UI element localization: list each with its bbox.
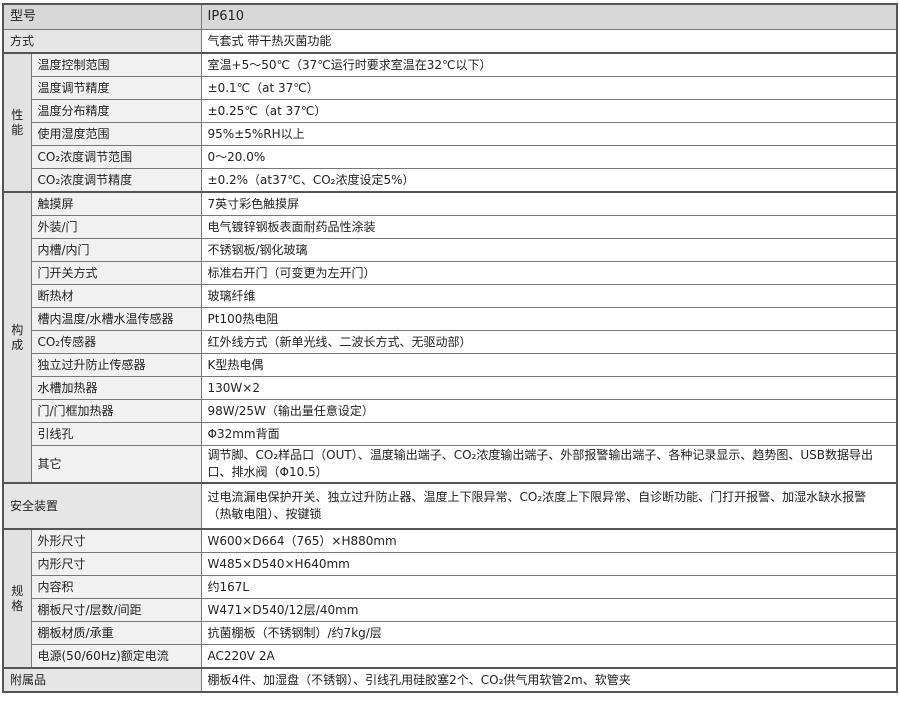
table-row: 水槽加热器 130W×2: [3, 376, 898, 400]
row-label: 门开关方式: [30, 261, 202, 285]
table-row: 电源(50/60Hz)额定电流 AC220V 2A: [3, 644, 898, 669]
row-label: 棚板尺寸/层数/间距: [30, 598, 202, 622]
row-label: CO₂浓度调节精度: [30, 168, 202, 193]
row-label: 触摸屏: [30, 191, 202, 216]
row-value: 标准右开门（可变更为左开门）: [200, 261, 898, 285]
row-label: CO₂传感器: [30, 330, 202, 354]
row-value: W471×D540/12层/40mm: [200, 598, 898, 622]
row-value: W600×D664（765）×H880mm: [200, 528, 898, 553]
table-row: 温度分布精度 ±0.25℃（at 37℃）: [3, 99, 898, 123]
row-label: 独立过升防止传感器: [30, 353, 202, 377]
table-row: 温度调节精度 ±0.1℃（at 37℃）: [3, 76, 898, 100]
row-label: 其它: [30, 445, 202, 484]
row-label: 内容积: [30, 575, 202, 599]
row-label: 电源(50/60Hz)额定电流: [30, 644, 202, 669]
spec-table: 型号 IP610 方式 气套式 带干热灭菌功能性能温度控制范围 室温+5～50℃（37℃…: [2, 3, 898, 693]
row-label: 内形尺寸: [30, 552, 202, 576]
table-row: 内容积 约167L: [3, 575, 898, 599]
table-row: 安全装置 过电流漏电保护开关、独立过升防止器、温度上下限异常、CO₂浓度上下限异常…: [2, 482, 898, 530]
row-label: 内槽/内门: [30, 238, 202, 262]
row-value: 约167L: [200, 575, 898, 599]
table-row: 使用湿度范围 95%±5%RH以上: [3, 122, 898, 146]
row-value: Pt100热电阻: [200, 307, 898, 331]
row-label: 外装/门: [30, 215, 202, 239]
row-value: 不锈钢板/钢化玻璃: [200, 238, 898, 262]
table-row: 门/门框加热器 98W/25W（输出量任意设定）: [3, 399, 898, 423]
table-row: 型号 IP610: [2, 3, 898, 30]
table-row: 棚板材质/承重 抗菌棚板（不锈钢制）/约7kg/层: [3, 621, 898, 645]
row-label: 断热材: [30, 284, 202, 308]
row-value: AC220V 2A: [200, 644, 898, 669]
table-row: CO₂传感器 红外线方式（新单光线、二波长方式、无驱动部）: [3, 330, 898, 354]
row-label: 使用湿度范围: [30, 122, 202, 146]
row-value: 95%±5%RH以上: [200, 122, 898, 146]
row-label: 水槽加热器: [30, 376, 202, 400]
row-label: 温度控制范围: [30, 52, 202, 77]
row-value: ±0.1℃（at 37℃）: [200, 76, 898, 100]
construction-category: 构成: [2, 191, 32, 484]
specs-category: 规格: [2, 528, 32, 669]
row-value: 7英寸彩色触摸屏: [200, 191, 898, 216]
table-row: 断热材 玻璃纤维: [3, 284, 898, 308]
table-row: 构成触摸屏 7英寸彩色触摸屏: [2, 191, 898, 484]
row-value: 98W/25W（输出量任意设定）: [200, 399, 898, 423]
safety-label: 安全装置: [2, 482, 202, 530]
table-row: 内形尺寸 W485×D540×H640mm: [3, 552, 898, 576]
row-label: 棚板材质/承重: [30, 621, 202, 645]
table-row: 性能温度控制范围 室温+5～50℃（37℃运行时要求室温在32℃以下）: [2, 52, 898, 193]
row-value: ±0.25℃（at 37℃）: [200, 99, 898, 123]
row-value: ±0.2%（at37℃、CO₂浓度设定5%）: [200, 168, 898, 193]
table-row: 外装/门 电气镀锌钢板表面耐药品性涂装: [3, 215, 898, 239]
table-row: 独立过升防止传感器 K型热电偶: [3, 353, 898, 377]
row-value: 玻璃纤维: [200, 284, 898, 308]
performance-category: 性能: [2, 52, 32, 193]
table-row: 棚板尺寸/层数/间距 W471×D540/12层/40mm: [3, 598, 898, 622]
model-label: 型号: [2, 3, 202, 30]
table-row: 其它 调节脚、CO₂样品口（OUT）、温度输出端子、CO₂浓度输出端子、外部报警输…: [3, 445, 898, 484]
row-value: Φ32mm背面: [200, 422, 898, 446]
row-label: 温度分布精度: [30, 99, 202, 123]
model-value: IP610: [200, 3, 898, 30]
table-row: 方式 气套式 带干热灭菌功能: [2, 29, 898, 54]
row-value: 室温+5～50℃（37℃运行时要求室温在32℃以下）: [200, 52, 898, 77]
row-label: 温度调节精度: [30, 76, 202, 100]
method-label: 方式: [2, 29, 202, 54]
accessories-value: 棚板4件、加湿盘（不锈钢）、引线孔用硅胶塞2个、CO₂供气用软管2m、软管夹: [200, 667, 898, 693]
row-value: K型热电偶: [200, 353, 898, 377]
row-label: 槽内温度/水槽水温传感器: [30, 307, 202, 331]
table-row: 附属品 棚板4件、加湿盘（不锈钢）、引线孔用硅胶塞2个、CO₂供气用软管2m、软管…: [2, 667, 898, 693]
row-value: 0～20.0%: [200, 145, 898, 169]
row-value: 调节脚、CO₂样品口（OUT）、温度输出端子、CO₂浓度输出端子、外部报警输出端…: [200, 445, 898, 484]
row-label: 门/门框加热器: [30, 399, 202, 423]
row-label: 引线孔: [30, 422, 202, 446]
accessories-label: 附属品: [2, 667, 202, 693]
table-row: 门开关方式 标准右开门（可变更为左开门）: [3, 261, 898, 285]
safety-value: 过电流漏电保护开关、独立过升防止器、温度上下限异常、CO₂浓度上下限异常、自诊断…: [200, 482, 898, 530]
table-row: 槽内温度/水槽水温传感器 Pt100热电阻: [3, 307, 898, 331]
row-value: 130W×2: [200, 376, 898, 400]
table-row: 规格外形尺寸 W600×D664（765）×H880mm: [2, 528, 898, 669]
row-value: W485×D540×H640mm: [200, 552, 898, 576]
row-label: 外形尺寸: [30, 528, 202, 553]
row-label: CO₂浓度调节范围: [30, 145, 202, 169]
method-value: 气套式 带干热灭菌功能: [200, 29, 898, 54]
table-row: CO₂浓度调节精度 ±0.2%（at37℃、CO₂浓度设定5%）: [3, 168, 898, 193]
row-value: 电气镀锌钢板表面耐药品性涂装: [200, 215, 898, 239]
table-row: 内槽/内门 不锈钢板/钢化玻璃: [3, 238, 898, 262]
table-row: 引线孔 Φ32mm背面: [3, 422, 898, 446]
table-row: CO₂浓度调节范围 0～20.0%: [3, 145, 898, 169]
row-value: 抗菌棚板（不锈钢制）/约7kg/层: [200, 621, 898, 645]
row-value: 红外线方式（新单光线、二波长方式、无驱动部）: [200, 330, 898, 354]
